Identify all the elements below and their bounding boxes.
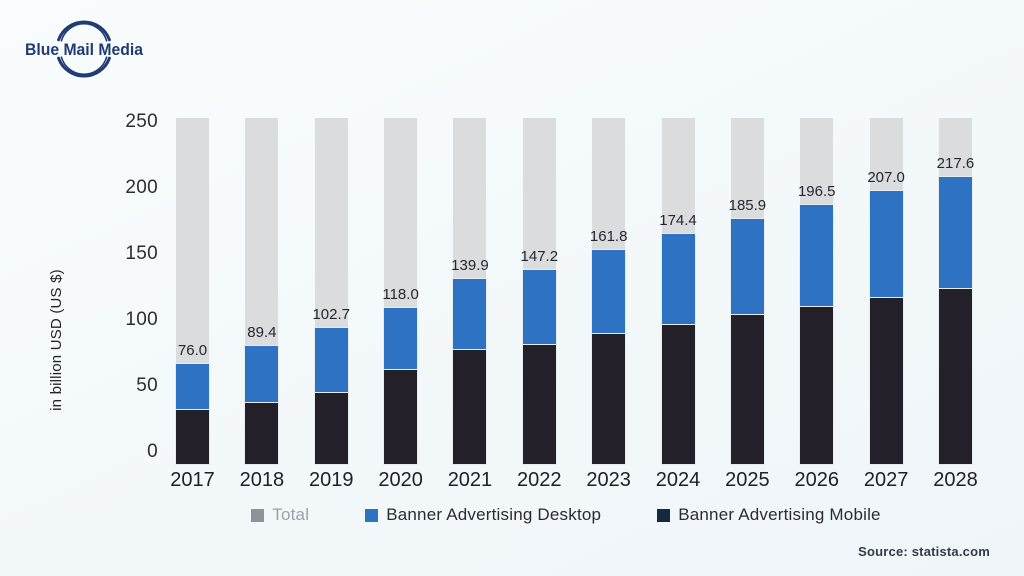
desktop-bar-segment xyxy=(452,278,488,352)
total-value-label: 76.0 xyxy=(177,341,208,359)
total-value-label: 147.2 xyxy=(520,247,559,265)
bar-column: 89.4 2018 xyxy=(240,118,284,491)
y-tick-label: 150 xyxy=(125,242,158,264)
desktop-bar-segment xyxy=(868,189,904,299)
bar-stack xyxy=(521,268,557,465)
desktop-bar-segment xyxy=(729,217,765,316)
legend-label: Total xyxy=(272,505,310,524)
mobile-bar-segment xyxy=(175,409,210,465)
x-axis-year-label: 2024 xyxy=(655,469,701,491)
bar-column: 102.7 2019 xyxy=(309,118,353,491)
mobile-bar-segment xyxy=(452,349,488,465)
y-tick-label: 50 xyxy=(136,374,158,396)
desktop-bar-segment xyxy=(937,175,973,290)
bar-stack xyxy=(244,345,280,466)
legend-item: Total xyxy=(251,505,309,525)
total-value-label: 217.6 xyxy=(936,154,975,172)
bar-stack xyxy=(313,327,349,466)
source-note: Source: statista.com xyxy=(858,544,990,559)
total-value-label: 161.8 xyxy=(589,228,628,246)
y-tick-label: 100 xyxy=(125,308,158,330)
bar-column: 196.5 2026 xyxy=(794,118,839,491)
y-tick-label: 0 xyxy=(147,440,158,462)
legend-item: Banner Advertising Desktop xyxy=(365,505,601,525)
legend-item: Banner Advertising Mobile xyxy=(657,505,881,525)
legend-label: Banner Advertising Mobile xyxy=(678,505,881,524)
mobile-bar-segment xyxy=(591,333,627,465)
bar-stack xyxy=(452,278,488,465)
total-value-label: 139.9 xyxy=(451,257,489,275)
blue-mail-media-logo: Blue Mail Media xyxy=(14,10,154,78)
bar-column: 185.9 2025 xyxy=(725,118,770,491)
legend-swatch-icon xyxy=(365,508,379,522)
mobile-bar-segment xyxy=(383,369,419,465)
y-tick-label: 250 xyxy=(125,110,158,132)
bar-stack xyxy=(591,249,627,465)
bar-column: 174.4 2024 xyxy=(656,118,700,491)
total-value-label: 102.7 xyxy=(312,306,350,324)
total-value-label: 118.0 xyxy=(382,286,419,304)
x-axis-year-label: 2017 xyxy=(170,469,215,491)
mobile-bar-segment xyxy=(868,296,904,466)
total-value-label: 174.4 xyxy=(659,211,697,229)
plot-area: 76.0 2017 89.4 2018 102.7 2019 118.0 2020 139.9 2… xyxy=(170,118,978,491)
bar-stack xyxy=(383,307,419,465)
bar-stack xyxy=(660,232,696,465)
y-axis: 0 50 100 150 200 250 xyxy=(0,111,158,464)
bar-column: 76.0 2017 xyxy=(170,118,215,491)
bar-stack xyxy=(868,189,904,466)
desktop-bar-segment xyxy=(521,268,557,347)
legend-label: Banner Advertising Desktop xyxy=(386,505,602,524)
desktop-bar-segment xyxy=(383,307,419,372)
desktop-bar-segment xyxy=(660,232,696,327)
x-axis-year-label: 2028 xyxy=(933,469,978,491)
x-axis-year-label: 2020 xyxy=(378,469,423,491)
logo-text: Blue Mail Media xyxy=(25,40,143,59)
mobile-bar-segment xyxy=(244,401,280,466)
logo-circle-icon: Blue Mail Media xyxy=(25,20,143,78)
x-axis-year-label: 2025 xyxy=(725,469,770,491)
x-axis-year-label: 2027 xyxy=(863,469,909,491)
x-axis-year-label: 2018 xyxy=(239,469,285,491)
legend: Total Banner Advertising Desktop Banner Ad… xyxy=(160,502,972,528)
total-value-label: 185.9 xyxy=(728,196,767,214)
desktop-bar-segment xyxy=(175,362,210,412)
bar-column: 139.9 2021 xyxy=(448,118,492,491)
x-axis-year-label: 2023 xyxy=(586,469,631,491)
y-tick-label: 200 xyxy=(125,176,158,198)
total-value-label: 196.5 xyxy=(797,182,836,200)
mobile-bar-segment xyxy=(521,344,557,465)
mobile-bar-segment xyxy=(729,313,765,466)
desktop-bar-segment xyxy=(313,327,349,394)
desktop-bar-segment xyxy=(244,345,280,404)
x-axis-year-label: 2019 xyxy=(308,469,354,491)
bar-column: 217.6 2028 xyxy=(933,118,978,491)
bar-column: 118.0 2020 xyxy=(378,118,423,491)
bar-column: 161.8 2023 xyxy=(586,118,631,491)
total-value-label: 207.0 xyxy=(867,168,905,186)
x-axis-year-label: 2021 xyxy=(447,469,493,491)
total-value-label: 89.4 xyxy=(247,324,277,341)
bar-stack xyxy=(937,175,973,466)
mobile-bar-segment xyxy=(660,324,696,465)
bar-stack xyxy=(799,203,835,466)
bar-stack xyxy=(175,362,210,465)
legend-swatch-icon xyxy=(657,508,671,522)
bar-column: 207.0 2027 xyxy=(864,118,908,491)
bar-column: 147.2 2022 xyxy=(517,118,562,491)
mobile-bar-segment xyxy=(313,391,349,466)
x-axis-year-label: 2026 xyxy=(794,469,839,491)
bar-stack xyxy=(729,217,765,466)
desktop-bar-segment xyxy=(799,203,835,308)
mobile-bar-segment xyxy=(937,287,973,466)
legend-swatch-icon xyxy=(251,508,265,522)
x-axis-year-label: 2022 xyxy=(517,469,562,491)
desktop-bar-segment xyxy=(591,249,627,336)
mobile-bar-segment xyxy=(799,305,835,466)
